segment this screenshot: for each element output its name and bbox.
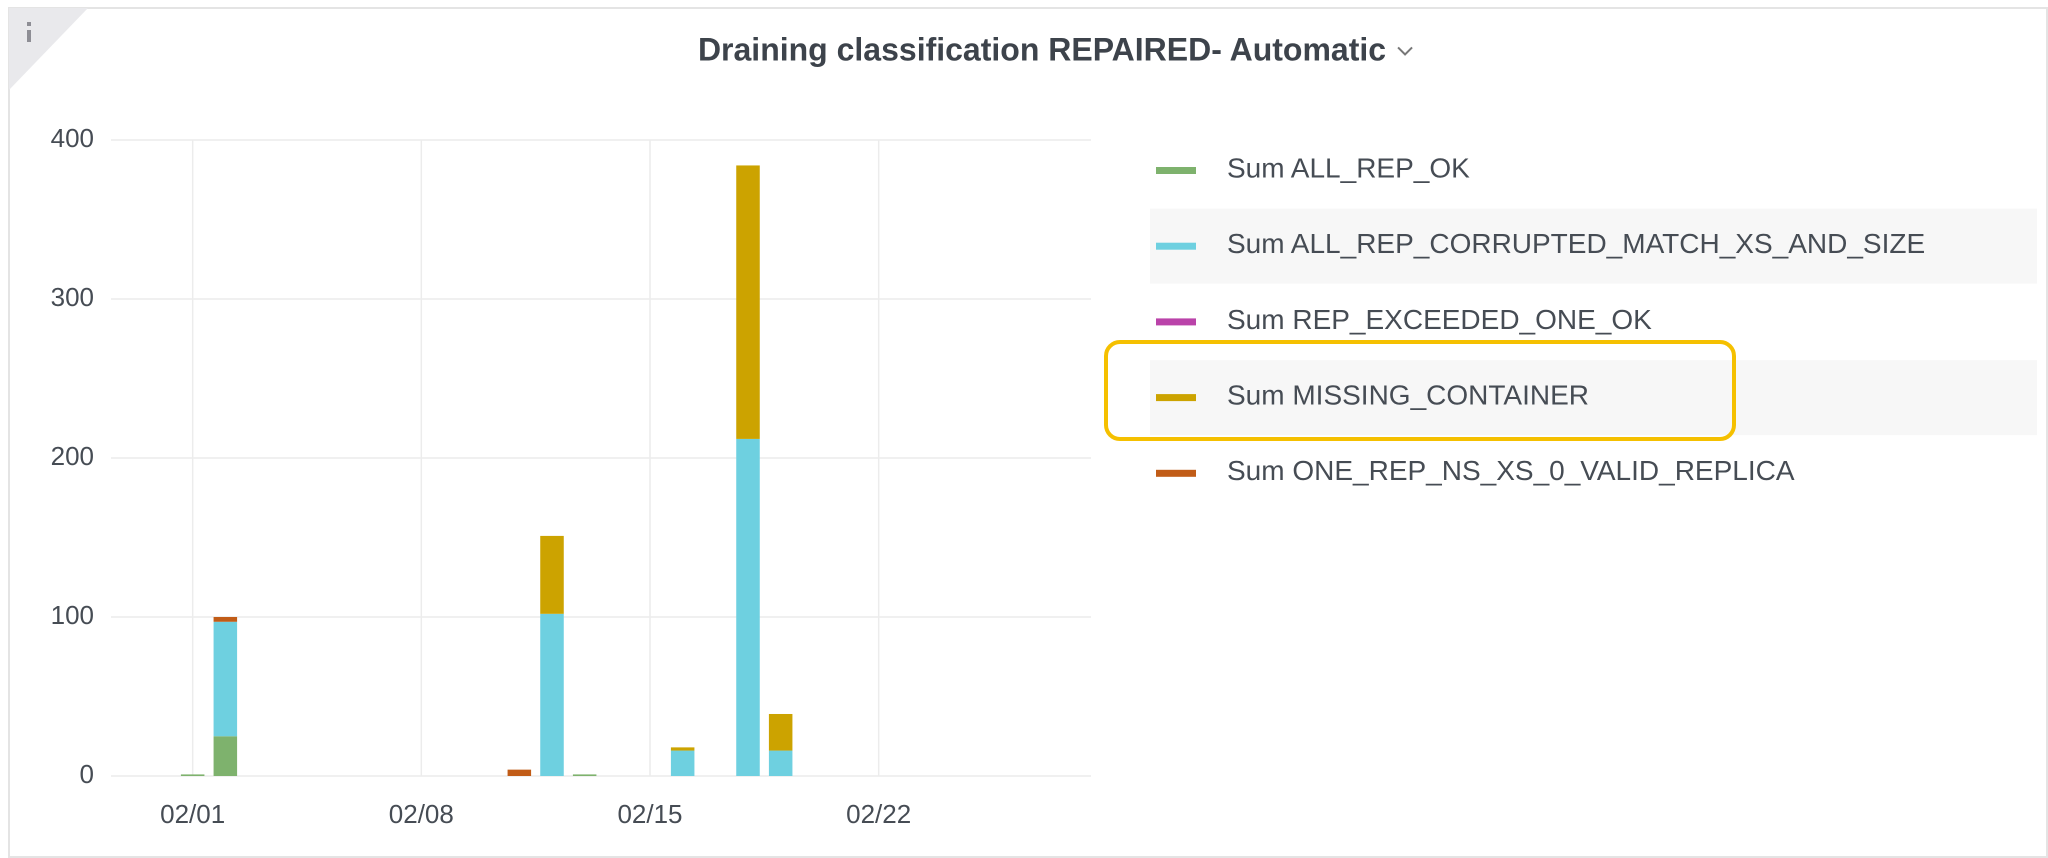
bar-segment: [768, 713, 793, 751]
chart-title[interactable]: Draining classification REPAIRED- Automa…: [698, 31, 1386, 67]
x-tick-label: 02/22: [846, 799, 911, 829]
bar-segment: [670, 747, 695, 751]
info-icon: [27, 30, 31, 42]
x-tick-label: 02/01: [160, 799, 225, 829]
info-icon-dot: [27, 22, 31, 26]
highlight-box: [1104, 340, 1736, 441]
legend-row-bg: [1150, 208, 2037, 284]
bar-segment: [213, 617, 238, 622]
bar-segment: [736, 438, 760, 776]
bar-segment: [768, 750, 793, 776]
bar-segment: [213, 621, 238, 737]
x-tick-label: 02/08: [389, 799, 454, 829]
bar-segment: [572, 774, 597, 776]
y-tick-label: 200: [51, 441, 94, 471]
y-tick-label: 400: [51, 123, 94, 153]
legend-swatch: [1156, 167, 1196, 174]
legend-label[interactable]: Sum REP_EXCEEDED_ONE_OK: [1227, 304, 1652, 335]
legend-label[interactable]: Sum ALL_REP_CORRUPTED_MATCH_XS_AND_SIZE: [1227, 228, 1925, 259]
bar-segment: [540, 613, 564, 776]
y-tick-label: 300: [51, 282, 94, 312]
y-tick-label: 0: [80, 759, 94, 789]
legend-swatch: [1156, 394, 1196, 402]
legend-swatch: [1156, 469, 1196, 477]
info-corner[interactable]: [9, 8, 88, 90]
legend-swatch: [1156, 318, 1196, 326]
title-dropdown-icon[interactable]: [1397, 46, 1413, 56]
bar-segment: [736, 165, 760, 439]
bar-segment: [670, 750, 695, 776]
x-tick-label: 02/15: [617, 799, 682, 829]
bar-segment: [180, 774, 205, 776]
bar-segment: [540, 535, 564, 614]
plot-area: 0 100 200 300 400 02/01 02/08 02/15 02/22: [51, 123, 1091, 829]
legend-swatch: [1156, 242, 1196, 250]
legend-label[interactable]: Sum ALL_REP_OK: [1227, 152, 1470, 183]
legend-backgrounds: [1150, 208, 2037, 436]
legend-label[interactable]: Sum MISSING_CONTAINER: [1227, 379, 1589, 410]
y-tick-label: 100: [51, 600, 94, 630]
bar-segment: [213, 736, 238, 776]
legend-row-bg: [1150, 360, 2037, 436]
legend-label[interactable]: Sum ONE_REP_NS_XS_0_VALID_REPLICA: [1227, 455, 1795, 486]
bar-segment: [507, 769, 532, 776]
